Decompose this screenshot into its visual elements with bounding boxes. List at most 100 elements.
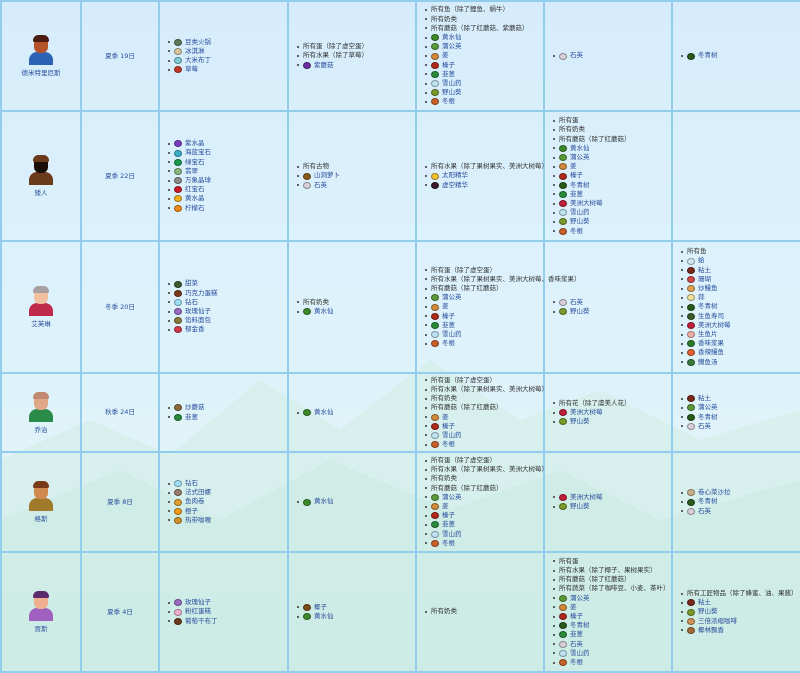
item-link[interactable]: 蒜 <box>698 293 705 302</box>
item-link[interactable]: 黄水仙 <box>442 33 462 42</box>
birthday[interactable]: 夏季 4日 <box>107 607 133 616</box>
avatar[interactable] <box>26 391 56 422</box>
item-link[interactable]: 榛子 <box>442 421 455 430</box>
item-link[interactable]: 生鱼寿司 <box>698 311 724 320</box>
item-link[interactable]: 雪山药 <box>442 329 462 338</box>
item-link[interactable]: 冬根 <box>442 440 455 449</box>
item-link[interactable]: 冬根 <box>442 538 455 547</box>
item-link[interactable]: 雪山药 <box>570 648 590 657</box>
item-link[interactable]: 野山葵 <box>442 88 462 97</box>
item-link[interactable]: 蛤 <box>698 256 705 265</box>
avatar[interactable] <box>26 591 56 621</box>
item-link[interactable]: 粉红蛋糕 <box>185 607 211 616</box>
item-link[interactable]: 馅料面包 <box>185 316 211 325</box>
item-link[interactable]: 冬青树 <box>698 497 718 506</box>
item-link[interactable]: 草莓 <box>185 65 198 74</box>
item-link[interactable]: 冬青树 <box>698 302 718 311</box>
item-link[interactable]: 雪山药 <box>570 208 590 217</box>
villager-name[interactable]: 矮人 <box>34 189 48 197</box>
item-link[interactable]: 韭葱 <box>570 189 583 198</box>
item-link[interactable]: 海蓝宝石 <box>185 148 211 157</box>
item-link[interactable]: 冬根 <box>442 97 455 106</box>
item-link[interactable]: 甜菜 <box>185 279 198 288</box>
item-link[interactable]: 万象晶球 <box>185 176 211 184</box>
item-link[interactable]: 钻石 <box>185 297 198 306</box>
item-link[interactable]: 冬青树 <box>698 51 718 60</box>
item-link[interactable]: 榛子 <box>442 511 455 520</box>
item-link[interactable]: 榛子 <box>442 311 455 320</box>
item-link[interactable]: 红宝石 <box>185 185 205 194</box>
item-link[interactable]: 冬青树 <box>570 180 590 189</box>
item-link[interactable]: 蒲公英 <box>442 492 462 501</box>
villager-name[interactable]: 乔治 <box>34 425 48 434</box>
item-link[interactable]: 榛子 <box>570 612 583 620</box>
item-link[interactable]: 冰淇淋 <box>185 46 205 55</box>
villager-name[interactable]: 德米特里厄斯 <box>21 69 61 77</box>
item-link[interactable]: 韭葱 <box>442 520 455 529</box>
item-link[interactable]: 紫蘑菇 <box>314 60 334 69</box>
item-link[interactable]: 蒲公英 <box>570 153 590 162</box>
item-link[interactable]: 山洞萝卜 <box>314 171 340 180</box>
item-link[interactable]: 郁金香 <box>185 325 205 334</box>
item-link[interactable]: 香味浆果 <box>698 339 724 348</box>
item-link[interactable]: 黄水仙 <box>314 612 334 620</box>
item-link[interactable]: 石英 <box>570 297 583 306</box>
item-link[interactable]: 黄水仙 <box>314 497 334 506</box>
item-link[interactable]: 姜 <box>570 602 577 611</box>
item-link[interactable]: 韭葱 <box>570 630 583 639</box>
item-link[interactable]: 榛子 <box>570 171 583 180</box>
item-link[interactable]: 榛子 <box>442 60 455 69</box>
item-link[interactable]: 冬青树 <box>698 412 718 421</box>
item-link[interactable]: 橙子 <box>185 506 198 515</box>
item-link[interactable]: 蒲公英 <box>442 293 462 302</box>
item-link[interactable]: 黄水仙 <box>570 143 590 152</box>
item-link[interactable]: 石英 <box>570 51 583 60</box>
item-link[interactable]: 姜 <box>442 412 449 421</box>
item-link[interactable]: 三倍浓缩咖啡 <box>698 616 737 625</box>
item-link[interactable]: 大米布丁 <box>185 56 211 64</box>
item-link[interactable]: 椰林飘香 <box>698 625 724 634</box>
item-link[interactable]: 冬根 <box>570 657 583 666</box>
item-link[interactable]: 韭葱 <box>442 320 455 329</box>
item-link[interactable]: 黄水仙 <box>314 407 334 416</box>
item-link[interactable]: 柠檬石 <box>185 203 205 212</box>
item-link[interactable]: 热带咖喱 <box>185 515 211 524</box>
item-link[interactable]: 野山葵 <box>570 307 590 315</box>
avatar[interactable] <box>26 286 56 316</box>
item-link[interactable]: 雪山药 <box>442 430 462 439</box>
item-link[interactable]: 豆类火锅 <box>185 37 211 46</box>
item-link[interactable]: 野山葵 <box>570 217 590 226</box>
item-link[interactable]: 鳟鱼汤 <box>698 357 718 366</box>
item-link[interactable]: 太阳精华 <box>442 171 468 180</box>
item-link[interactable]: 韭葱 <box>185 412 198 421</box>
item-link[interactable]: 黄水晶 <box>185 194 205 203</box>
avatar[interactable] <box>26 155 56 185</box>
item-link[interactable]: 姜 <box>442 51 449 60</box>
birthday[interactable]: 夏季 8日 <box>107 497 133 506</box>
item-link[interactable]: 野山葵 <box>570 502 590 510</box>
item-link[interactable]: 玫瑰仙子 <box>185 307 211 315</box>
item-link[interactable]: 粘土 <box>698 598 711 607</box>
item-link[interactable]: 野山葵 <box>698 607 718 616</box>
item-link[interactable]: 生鱼片 <box>698 329 718 338</box>
item-link[interactable]: 雪山药 <box>442 529 462 538</box>
item-link[interactable]: 玫瑰仙子 <box>185 598 211 607</box>
item-link[interactable]: 石英 <box>314 180 327 189</box>
item-link[interactable]: 翡翠 <box>185 166 198 175</box>
villager-name[interactable]: 贾斯 <box>34 625 48 633</box>
item-link[interactable]: 雪山药 <box>442 78 462 87</box>
item-link[interactable]: 虚空精华 <box>442 180 468 189</box>
avatar[interactable] <box>26 481 56 511</box>
birthday[interactable]: 夏季 19日 <box>105 51 135 60</box>
item-link[interactable]: 美洲大树莓 <box>698 320 731 329</box>
item-link[interactable]: 美洲大树莓 <box>570 198 603 207</box>
item-link[interactable]: 黄水仙 <box>314 307 334 315</box>
villager-name[interactable]: 艾芙琳 <box>31 320 51 328</box>
item-link[interactable]: 姜 <box>442 502 449 510</box>
item-link[interactable]: 冬根 <box>570 226 583 235</box>
item-link[interactable]: 炒鳗鱼 <box>698 284 718 293</box>
item-link[interactable]: 紫水晶 <box>185 139 205 148</box>
item-link[interactable]: 蒲公英 <box>698 403 718 412</box>
item-link[interactable]: 蒲公英 <box>442 42 462 51</box>
item-link[interactable]: 蒲公英 <box>570 593 590 602</box>
